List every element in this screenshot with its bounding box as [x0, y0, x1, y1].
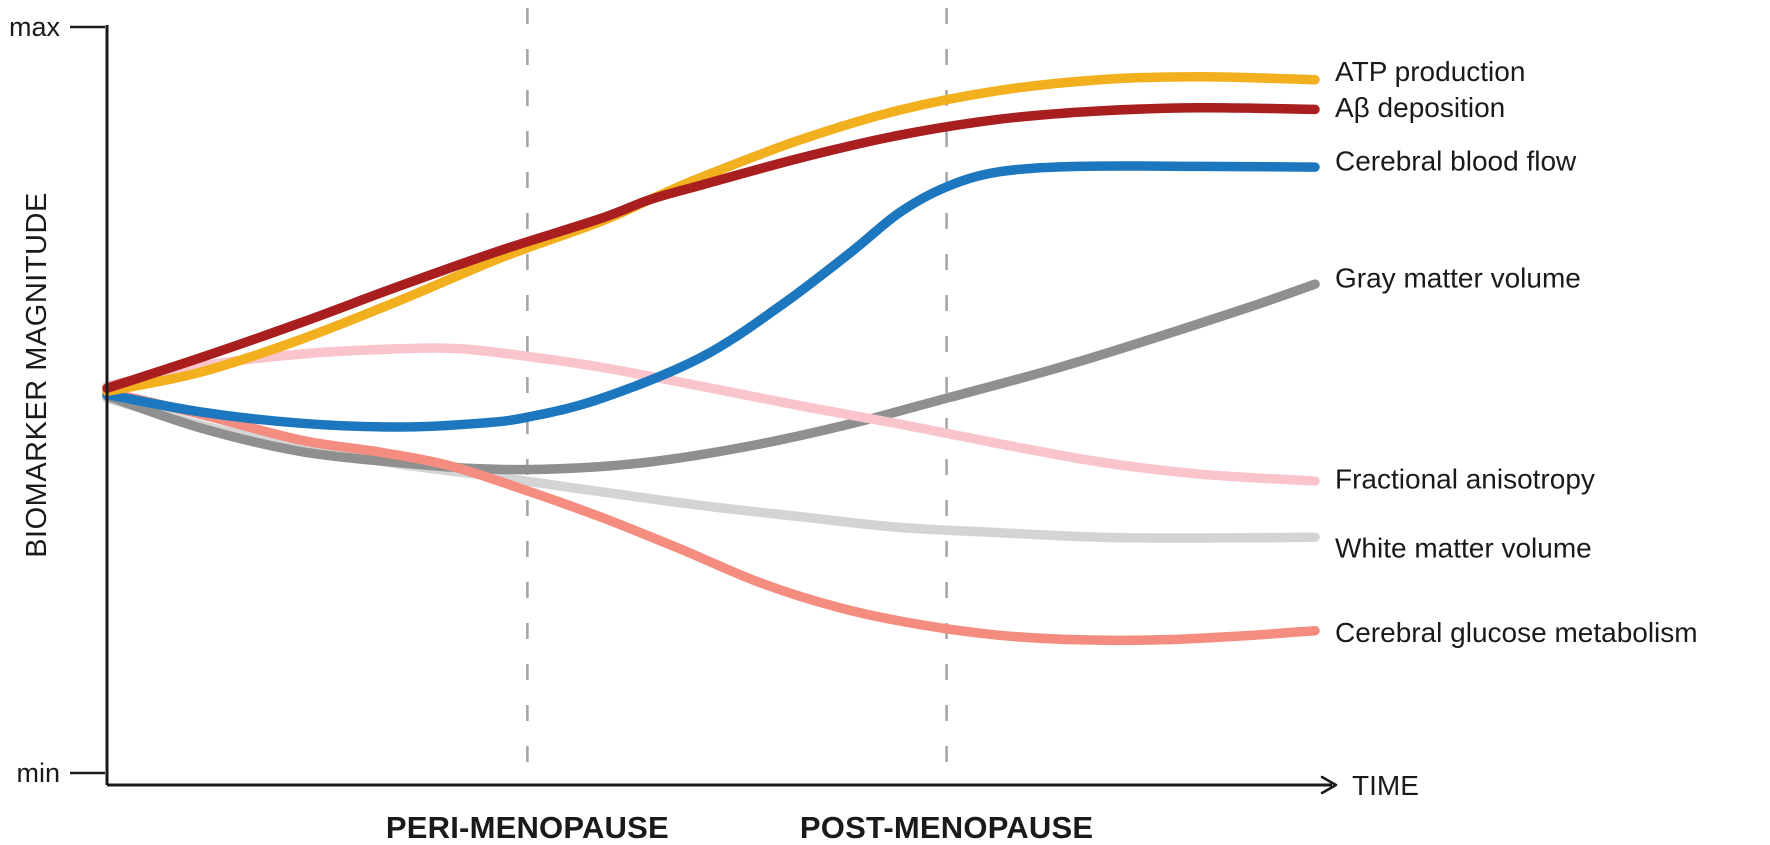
series-line-fractional-anisotropy	[102, 343, 1320, 486]
axes	[70, 25, 1338, 795]
legend-label-gray-matter-volume: Gray matter volume	[1335, 263, 1581, 294]
series-line-cerebral-blood-flow	[102, 161, 1320, 432]
milestone-label-peri-menopause: PERI-MENOPAUSE	[386, 810, 669, 845]
y-axis-min-label: min	[16, 758, 60, 788]
milestone-lines	[526, 8, 948, 782]
series-line-gray-matter-volume	[102, 279, 1320, 475]
legend-label-fractional-anisotropy: Fractional anisotropy	[1335, 464, 1595, 495]
series-line-atp-production	[102, 71, 1320, 397]
milestone-label-post-menopause: POST-MENOPAUSE	[800, 810, 1093, 845]
x-axis-title: TIME	[1352, 770, 1419, 801]
x-axis-arrow-icon	[1320, 775, 1338, 795]
legend-label-a-deposition: Aβ deposition	[1335, 92, 1505, 123]
series-line-cerebral-glucose-metabolism	[102, 387, 1320, 646]
series-lines	[102, 71, 1320, 646]
legend-label-white-matter-volume: White matter volume	[1335, 533, 1592, 564]
y-axis-max-label: max	[9, 12, 61, 42]
legend-label-cerebral-glucose-metabolism: Cerebral glucose metabolism	[1335, 617, 1698, 648]
legend-label-cerebral-blood-flow: Cerebral blood flow	[1335, 146, 1577, 177]
legend: White matter volume Gray matter volume Cer…	[1335, 56, 1698, 648]
series-line-a-deposition	[102, 103, 1320, 394]
legend-label-atp-production: ATP production	[1335, 56, 1525, 87]
y-axis-title: BIOMARKER MAGNITUDE	[21, 192, 53, 558]
milestone-labels: PERI-MENOPAUSE POST-MENOPAUSE	[386, 810, 1093, 845]
